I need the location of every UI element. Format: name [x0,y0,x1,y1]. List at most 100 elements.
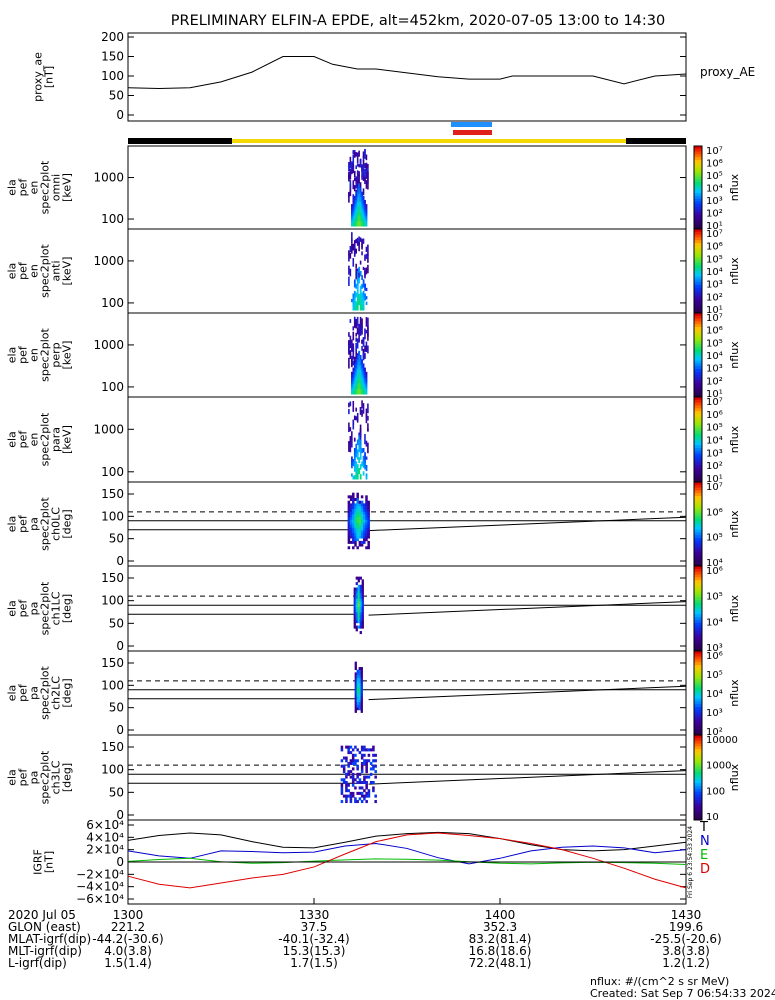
colorbar-cell [694,397,702,401]
pitch-cell [359,606,362,610]
pitch-cell [354,508,357,512]
pitch-cell [354,699,357,703]
spectro-cell [365,414,368,424]
panel-frame [127,565,687,652]
spectro-cell [353,367,356,372]
pitch-cell [360,516,364,520]
pitch-angle-ch1 [128,576,687,635]
y-axis-label: pa [28,517,41,531]
pitch-cell [360,532,364,536]
spectro-cell [349,438,352,444]
spectro-cell [356,271,359,277]
colorbar-cell [694,204,702,208]
spectro-cell [358,271,360,281]
spectro-cell [351,391,353,395]
pitch-cell [354,675,357,679]
pitch-cell [349,530,353,534]
spectro-cell [348,192,350,198]
y-tick-label: 150 [101,656,124,670]
colorbar-label: nflux [728,594,741,622]
pitch-cell [360,535,364,539]
y-tick-label: 100 [101,509,124,523]
pitch-cell [365,770,368,774]
colorbar-tick-label: 10⁵ [706,592,723,603]
pitch-cell [361,595,364,599]
colorbar-cell [694,721,702,725]
y-tick-label: 100 [101,296,124,310]
spectro-cell [365,206,368,211]
spectro-cell [365,217,368,222]
pitch-cell [365,503,368,507]
spectro-cell [356,359,359,366]
colorbar-cell [694,817,702,821]
colorbar-cell [694,571,702,575]
pitch-cell [360,701,363,705]
spectro-cell [364,455,366,460]
spectro-cell [355,221,358,227]
pitch-cell [367,543,370,547]
spectro-cell [362,155,365,162]
pitch-cell [363,794,366,798]
pitch-cell [360,693,363,697]
spectro-cell [364,296,366,301]
proxy-ae-line [127,56,687,89]
spectro-cell [356,327,359,335]
colorbar-cell [694,580,702,584]
spectro-cell [365,253,368,260]
y-axis-label: pef [17,683,30,702]
pitch-cell [358,751,362,755]
pitch-cell [363,775,366,779]
pitch-cell [351,759,355,763]
spectro-cell [365,408,368,418]
spectro-cell [362,151,365,159]
spectro-cell [353,195,356,201]
pitch-cell [345,775,348,779]
y-axis-label: ela [6,431,19,448]
pitch-cell [353,603,356,607]
spectro-cell [362,164,365,176]
footer-cell: 1.2(1.2) [662,956,710,970]
pitch-cell [340,800,344,804]
y-tick-label: −6×10⁴ [76,892,124,906]
y-axis-label: [deg] [61,594,74,623]
colorbar-cell [694,405,702,409]
spectro-cell [355,305,358,311]
pitch-cell [351,775,355,779]
colorbar-cell [694,473,702,477]
pitch-cell [360,745,364,749]
colorbar-cell [694,656,702,660]
spectro-cell [348,265,350,270]
pitch-cell [354,516,357,520]
y-tick-label: 0 [116,639,124,653]
spectro-cell [364,286,366,291]
spectro-cell [365,385,368,389]
spectro-cell [351,374,353,378]
footer-cell: 221.2 [111,920,145,934]
spectro-cell [358,446,361,453]
pitch-cell [354,498,357,501]
spectro-cell [364,219,366,224]
spectro-cell [356,201,359,208]
spectro-cell [364,206,366,211]
pitch-cell [354,800,357,804]
colorbar-cell [694,184,702,188]
spectro-cell [367,177,369,184]
spectro-cell [351,342,353,352]
spectro-cell [364,163,366,169]
spectro-cell [367,253,369,263]
pitch-angle-ch3 [128,745,687,804]
spectro-cell [367,264,369,274]
spectro-cell [349,344,352,349]
colorbar-cell [694,583,702,587]
spectro-cell [364,377,366,382]
spectro-cell [355,359,358,365]
colorbar-cell [694,399,702,404]
colorbar-cell [694,411,702,415]
pitch-cell [351,767,355,771]
pitch-cell [352,506,355,510]
y-axis-label: pef [17,261,30,280]
y-axis-label: spec2plot [39,160,52,214]
pitch-cell [361,582,364,586]
pitch-cell [357,587,360,591]
pitch-cell [358,530,362,534]
